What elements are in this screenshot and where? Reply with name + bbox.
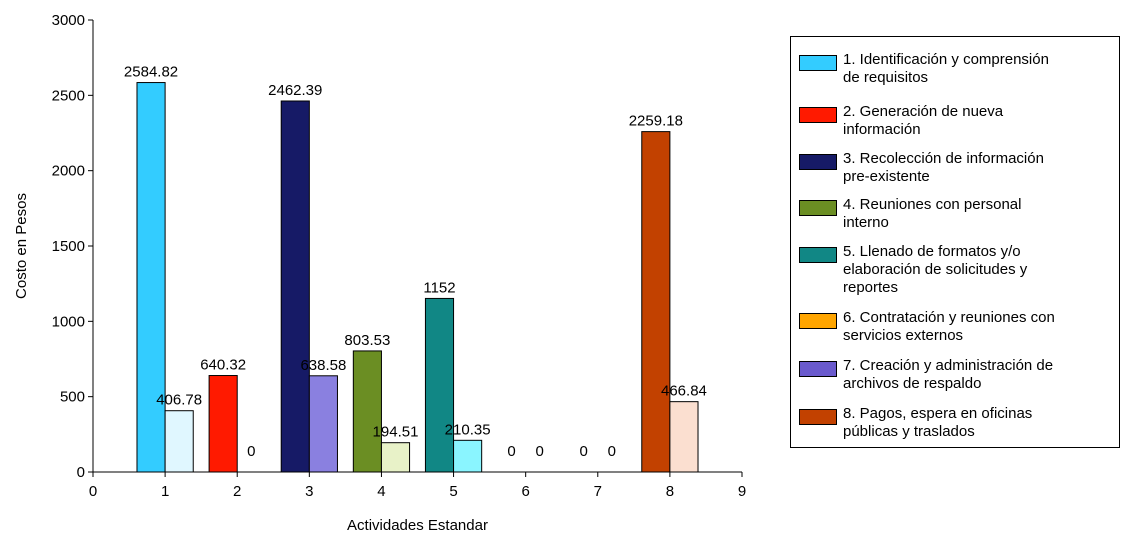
x-tick-label: 7 [594, 483, 602, 500]
legend-label: 2. Generación de nueva información [843, 103, 1004, 138]
data-label: 0 [247, 443, 255, 460]
bars-group [136, 82, 699, 473]
data-label: 2584.82 [124, 64, 178, 81]
bar-series-1-cat-4 [352, 350, 382, 473]
legend-item: 8. Pagos, espera en oficinas públicas y … [799, 405, 1115, 441]
data-label: 406.78 [156, 392, 202, 409]
bar-series-1-cat-8 [641, 131, 671, 473]
bar-series-2-cat-5 [453, 439, 483, 473]
legend-swatch [799, 55, 837, 71]
bar-series-2-cat-8 [669, 401, 699, 473]
data-label: 0 [608, 443, 616, 460]
bar-series-2-cat-1 [164, 410, 194, 473]
data-label: 0 [507, 443, 515, 460]
y-tick-label: 2000 [52, 163, 85, 180]
y-tick-label: 1000 [52, 313, 85, 330]
legend-label: 3. Recolección de información pre-existe… [843, 150, 1044, 185]
y-tick-label: 1500 [52, 238, 85, 255]
data-label: 1152 [423, 279, 455, 296]
data-label: 2259.18 [629, 113, 683, 130]
bar-series-1-cat-1 [136, 82, 166, 473]
y-tick-label: 3000 [52, 12, 85, 29]
legend-swatch [799, 200, 837, 216]
data-label: 466.84 [661, 383, 707, 400]
data-label: 210.35 [445, 421, 491, 438]
data-label: 640.32 [200, 357, 246, 374]
x-tick-label: 9 [738, 483, 746, 500]
y-tick-label: 0 [77, 464, 85, 481]
data-label: 0 [536, 443, 544, 460]
bar-series-1-cat-5 [424, 297, 455, 473]
legend-swatch [799, 107, 837, 123]
legend-label: 6. Contratación y reuniones con servicio… [843, 309, 1055, 344]
x-tick-label: 5 [449, 483, 457, 500]
x-tick-label: 1 [161, 483, 169, 500]
data-label: 803.53 [344, 332, 390, 349]
bar-series-1-cat-3 [280, 100, 310, 473]
legend-label: 1. Identificación y comprensión de requi… [843, 51, 1049, 86]
axes-group: 0 500 1000 1500 2000 2500 3000 0 1 2 3 4 5 6 7 8 9 [52, 12, 747, 500]
legend-item: 7. Creación y administración de archivos… [799, 357, 1115, 393]
legend-label: 7. Creación y administración de archivos… [843, 357, 1054, 392]
x-axis-title: Actividades Estandar [347, 517, 488, 534]
data-labels-group: 2584.82 406.78 640.32 0 2462.39 638.58 803.53 1… [124, 64, 707, 460]
legend-swatch [799, 409, 837, 425]
x-tick-label: 4 [377, 483, 385, 500]
legend-label: 5. Llenado de formatos y/o elaboración d… [843, 243, 1028, 296]
x-tick-label: 0 [89, 483, 97, 500]
legend-label: 8. Pagos, espera en oficinas públicas y … [843, 405, 1033, 440]
legend-swatch [799, 247, 837, 263]
x-tick-label: 8 [666, 483, 674, 500]
x-tick-label: 2 [233, 483, 241, 500]
data-label: 0 [580, 443, 588, 460]
legend-swatch [799, 361, 837, 377]
data-label: 194.51 [373, 424, 419, 441]
legend: 1. Identificación y comprensión de requi… [790, 36, 1120, 448]
data-label: 638.58 [300, 357, 346, 374]
legend-swatch [799, 154, 837, 170]
legend-swatch [799, 313, 837, 329]
legend-item: 4. Reuniones con personal interno [799, 196, 1115, 232]
y-tick-label: 500 [60, 389, 85, 406]
legend-item: 5. Llenado de formatos y/o elaboración d… [799, 243, 1115, 297]
y-tick-label: 2500 [52, 87, 85, 104]
y-axis-title: Costo en Pesos [13, 193, 30, 299]
legend-item: 2. Generación de nueva información [799, 103, 1115, 139]
bar-series-2-cat-3 [308, 375, 338, 473]
x-tick-label: 3 [305, 483, 313, 500]
legend-item: 1. Identificación y comprensión de requi… [799, 51, 1115, 87]
data-label: 2462.39 [268, 82, 322, 99]
x-tick-label: 6 [521, 483, 529, 500]
legend-label: 4. Reuniones con personal interno [843, 196, 1022, 231]
bar-series-1-cat-2 [208, 375, 238, 473]
bar-series-2-cat-4 [380, 442, 411, 473]
legend-item: 3. Recolección de información pre-existe… [799, 150, 1115, 186]
legend-item: 6. Contratación y reuniones con servicio… [799, 309, 1115, 345]
